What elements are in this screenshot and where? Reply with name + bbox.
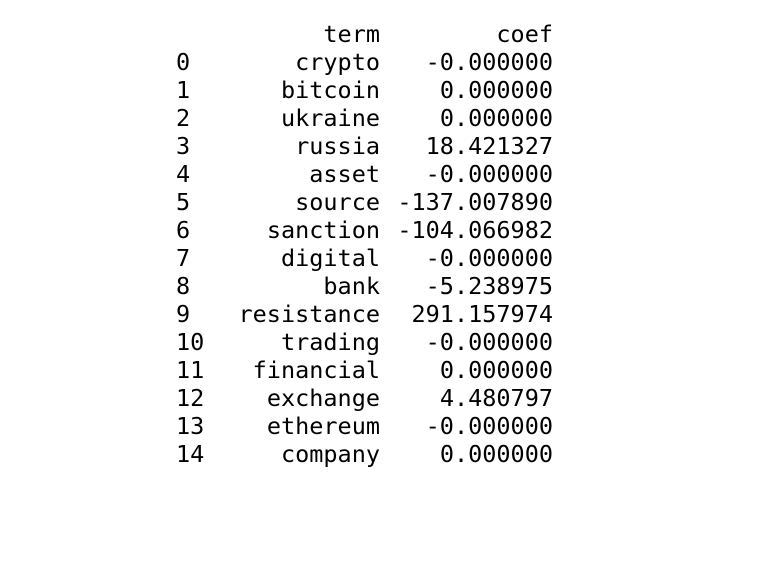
table-row: 3 russia 18.421327 [0, 132, 766, 160]
row-term: exchange [266, 384, 380, 412]
table-row: 13 ethereum -0.000000 [0, 412, 766, 440]
row-coef: -0.000000 [425, 160, 553, 188]
row-term: ukraine [280, 104, 380, 132]
row-term: bank [323, 272, 380, 300]
table-row: 9 resistance 291.157974 [0, 300, 766, 328]
row-index: 2 [176, 104, 191, 132]
row-coef: -137.007890 [397, 188, 553, 216]
row-coef: -0.000000 [425, 328, 553, 356]
row-coef: 291.157974 [411, 300, 553, 328]
table-row: 7 digital -0.000000 [0, 244, 766, 272]
row-index: 4 [176, 160, 191, 188]
row-index: 11 [176, 356, 205, 384]
table-row: 1 bitcoin 0.000000 [0, 76, 766, 104]
table-row: 8 bank -5.238975 [0, 272, 766, 300]
row-coef: -104.066982 [397, 216, 553, 244]
row-term: digital [280, 244, 380, 272]
table-row: 5 source -137.007890 [0, 188, 766, 216]
row-coef: 4.480797 [439, 384, 553, 412]
row-coef: 0.000000 [439, 76, 553, 104]
row-index: 3 [176, 132, 191, 160]
row-term: bitcoin [280, 76, 380, 104]
row-term: crypto [295, 48, 380, 76]
row-index: 6 [176, 216, 191, 244]
row-term: russia [295, 132, 380, 160]
row-term: resistance [238, 300, 380, 328]
table-header-row: term coef [0, 20, 766, 48]
column-header-coef: coef [496, 20, 553, 48]
row-coef: 0.000000 [439, 104, 553, 132]
row-coef: -0.000000 [425, 412, 553, 440]
row-coef: -5.238975 [425, 272, 553, 300]
row-term: company [280, 440, 380, 468]
row-coef: 18.421327 [425, 132, 553, 160]
row-term: financial [252, 356, 380, 384]
row-index: 13 [176, 412, 205, 440]
row-index: 0 [176, 48, 191, 76]
row-index: 5 [176, 188, 191, 216]
table-row: 4 asset -0.000000 [0, 160, 766, 188]
row-index: 8 [176, 272, 191, 300]
column-header-term: term [323, 20, 380, 48]
table-row: 10 trading -0.000000 [0, 328, 766, 356]
row-coef: -0.000000 [425, 244, 553, 272]
row-term: sanction [266, 216, 380, 244]
row-index: 7 [176, 244, 191, 272]
table-row: 12 exchange 4.480797 [0, 384, 766, 412]
row-term: ethereum [266, 412, 380, 440]
dataframe-output: term coef 0 crypto -0.000000 1 bitcoin 0… [0, 20, 766, 468]
row-coef: 0.000000 [439, 440, 553, 468]
row-index: 12 [176, 384, 205, 412]
row-index: 10 [176, 328, 205, 356]
row-index: 1 [176, 76, 191, 104]
table-row: 11 financial 0.000000 [0, 356, 766, 384]
row-index: 14 [176, 440, 205, 468]
row-term: trading [280, 328, 380, 356]
row-coef: 0.000000 [439, 356, 553, 384]
table-row: 2 ukraine 0.000000 [0, 104, 766, 132]
table-row: 0 crypto -0.000000 [0, 48, 766, 76]
row-term: asset [309, 160, 380, 188]
row-term: source [295, 188, 380, 216]
table-row: 14 company 0.000000 [0, 440, 766, 468]
row-index: 9 [176, 300, 191, 328]
row-coef: -0.000000 [425, 48, 553, 76]
table-row: 6 sanction -104.066982 [0, 216, 766, 244]
